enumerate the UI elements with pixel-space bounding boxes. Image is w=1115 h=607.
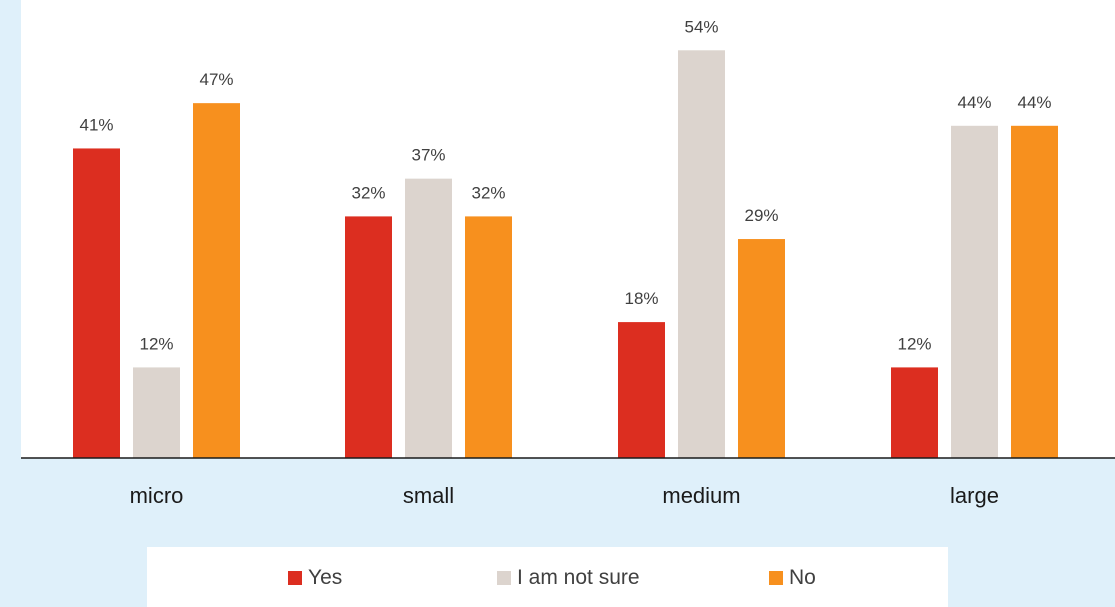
bar-small-no bbox=[465, 216, 512, 458]
category-label-medium: medium bbox=[662, 483, 740, 508]
data-label-micro-no: 47% bbox=[199, 70, 233, 89]
data-label-small-i-am-not-sure: 37% bbox=[411, 146, 445, 165]
data-labels-layer: 41% 12% 47% 32% 37% 32% 18% 54% 29% 12% 44% 44% bbox=[79, 17, 1051, 353]
data-label-small-no: 32% bbox=[471, 183, 505, 202]
bar-small-i-am-not-sure bbox=[405, 178, 452, 458]
category-label-small: small bbox=[403, 483, 454, 508]
data-label-medium-no: 29% bbox=[744, 206, 778, 225]
data-label-large-i-am-not-sure: 44% bbox=[957, 93, 991, 112]
legend-swatch-not-sure bbox=[497, 570, 511, 585]
bar-small-yes bbox=[345, 216, 392, 458]
data-label-medium-yes: 18% bbox=[624, 289, 658, 308]
data-label-micro-yes: 41% bbox=[79, 115, 113, 134]
bar-micro-no bbox=[193, 103, 240, 459]
bar-micro-i-am-not-sure bbox=[133, 367, 180, 458]
bar-medium-yes bbox=[618, 322, 665, 458]
legend-label-no: No bbox=[789, 566, 816, 589]
legend-label-not-sure: I am not sure bbox=[517, 566, 640, 589]
bar-medium-i-am-not-sure bbox=[678, 50, 725, 459]
data-label-micro-i-am-not-sure: 12% bbox=[139, 334, 173, 353]
bar-large-yes bbox=[891, 367, 938, 458]
bar-large-i-am-not-sure bbox=[951, 125, 998, 459]
data-label-medium-i-am-not-sure: 54% bbox=[684, 17, 718, 36]
category-label-large: large bbox=[950, 483, 999, 508]
legend-item-no: No bbox=[769, 567, 816, 588]
data-label-small-yes: 32% bbox=[351, 183, 385, 202]
legend-label-yes: Yes bbox=[308, 566, 343, 589]
category-labels-layer: micro small medium large bbox=[130, 483, 999, 508]
legend-swatch-yes bbox=[288, 570, 302, 585]
bar-micro-yes bbox=[73, 148, 120, 458]
legend-swatch-no bbox=[769, 570, 783, 585]
bars-layer bbox=[73, 50, 1058, 459]
legend-item-yes: Yes bbox=[288, 567, 342, 588]
legend-item-not-sure: I am not sure bbox=[497, 567, 640, 588]
legend: Yes I am not sure No bbox=[147, 547, 948, 607]
data-label-large-no: 44% bbox=[1017, 93, 1051, 112]
bar-medium-no bbox=[738, 239, 785, 458]
plot-area bbox=[21, 0, 1115, 458]
data-label-large-yes: 12% bbox=[897, 334, 931, 353]
bar-large-no bbox=[1011, 125, 1058, 459]
category-label-micro: micro bbox=[130, 483, 184, 508]
